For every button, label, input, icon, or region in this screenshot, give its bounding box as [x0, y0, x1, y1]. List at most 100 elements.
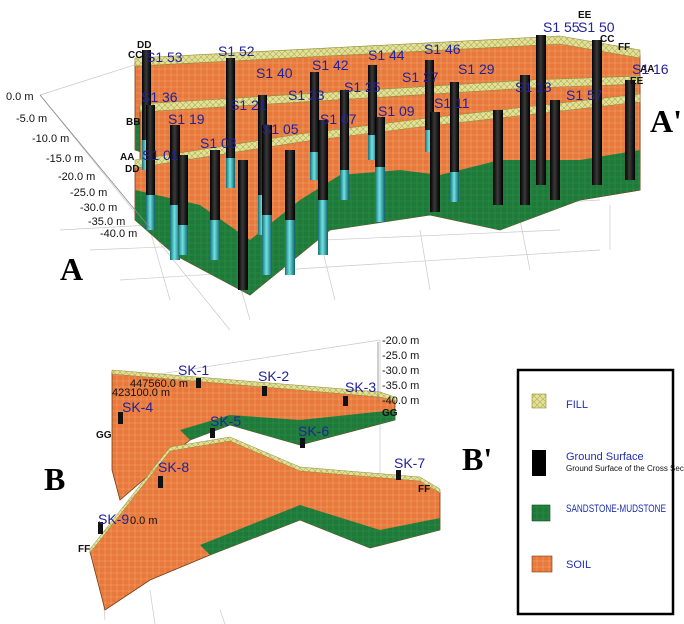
legend-sublabel: Ground Surface of the Cross Section: [566, 464, 684, 473]
borehole-labels-b: SK-1 SK-2 SK-3 SK-4 SK-5 SK-6 SK-7 SK-8 …: [98, 362, 425, 527]
borehole-cylinder: [368, 65, 377, 160]
depth-tick: -10.0 m: [32, 133, 69, 145]
borehole-stub: [300, 438, 305, 448]
borehole-cylinder: [318, 120, 328, 255]
borehole-cylinder: [226, 58, 235, 188]
section-aa-rock: [135, 150, 640, 295]
depth-tick: 0.0 m: [6, 91, 34, 103]
borehole-cylinder: [285, 150, 295, 275]
section-mark: DD: [137, 40, 151, 51]
borehole-cylinder: [520, 75, 530, 205]
borehole-stub: [196, 378, 201, 388]
borehole-cylinder: [536, 35, 546, 185]
depth-scale-b: -20.0 m -25.0 m -30.0 m -35.0 m -40.0 m: [377, 335, 419, 407]
section-mark: FF: [418, 484, 430, 495]
borehole-label: S1 50: [578, 19, 615, 35]
section-mark: EE: [630, 76, 644, 87]
panel-b-letter: B: [44, 461, 65, 497]
borehole-cylinder: [425, 60, 434, 152]
borehole-cylinder: [450, 82, 459, 202]
borehole-stub: [118, 412, 123, 424]
borehole-label: S1 44: [368, 47, 405, 63]
section-mark: AA: [120, 152, 134, 163]
panel-a-prime-letter: A': [650, 103, 682, 139]
borehole-label: SK-6: [298, 423, 329, 439]
borehole-label: S1 16: [632, 61, 669, 77]
borehole-label: S1 11: [434, 95, 470, 111]
borehole-label: SK-3: [345, 379, 376, 395]
borehole-label: SK-4: [122, 399, 153, 415]
borehole-label: S1 05: [262, 121, 299, 137]
section-mark: FF: [78, 544, 90, 555]
section-mark: BB: [126, 117, 140, 128]
borehole-label: S1 23: [288, 87, 325, 103]
borehole-stub: [98, 522, 103, 534]
legend-box: [516, 368, 675, 616]
borehole-label: S1 07: [320, 111, 357, 127]
depth-tick: -25.0 m: [70, 187, 107, 199]
depth-tick: -35.0 m: [382, 380, 419, 392]
borehole-cylinder: [340, 90, 349, 200]
sandstone-swatch: [531, 504, 551, 522]
borehole-stub: [396, 470, 401, 480]
borehole-stub: [158, 476, 163, 488]
borehole-label: S1 40: [256, 65, 293, 81]
borehole-labels-a: S1 53 S1 52 S1 40 S1 42 S1 44 S1 46 S1 5…: [141, 19, 669, 163]
borehole-cylinder: [625, 80, 635, 180]
legend-label: SOIL: [566, 559, 591, 571]
borehole-cylinder: [493, 110, 503, 205]
borehole-label: S1 19: [168, 111, 205, 127]
panel-a-letter: A: [60, 251, 83, 287]
borehole-label: S1 36: [141, 89, 178, 105]
section-mark: GG: [382, 408, 398, 419]
borehole-label: S1 13: [515, 79, 552, 95]
depth-tick: -25.0 m: [382, 350, 419, 362]
boreholes-b: [98, 378, 401, 534]
depth-tick: -30.0 m: [382, 365, 419, 377]
section-gg-fill: [111, 369, 396, 402]
borehole-label: SK-1: [178, 362, 209, 378]
depth-tick: -20.0 m: [58, 171, 95, 183]
borehole-label: SK-8: [158, 459, 189, 475]
panel-b: -20.0 m -25.0 m -30.0 m -35.0 m -40.0 m …: [44, 335, 492, 624]
borehole-cylinder: [550, 100, 560, 200]
panel-b-prime-letter: B': [462, 441, 492, 477]
borehole-label: S1 01: [142, 147, 179, 163]
depth-tick: -20.0 m: [382, 335, 419, 347]
boreholes-a: [142, 35, 635, 290]
section-ff-rock: [200, 505, 440, 555]
borehole-cylinder: [592, 40, 602, 185]
depth-tick: -5.0 m: [16, 113, 47, 125]
borehole-cylinder: [146, 105, 155, 230]
borehole-label: S1 29: [458, 61, 495, 77]
borehole-label: S1 03: [200, 135, 237, 151]
borehole-label: S1 53: [146, 49, 183, 65]
panel-a: 0.0 m -5.0 m -10.0 m -15.0 m -20.0 m -25…: [6, 10, 682, 331]
borehole-label: S1 52: [218, 43, 255, 59]
ground-surface-swatch: [532, 450, 546, 476]
section-mark: EE: [578, 10, 592, 21]
depth-scale-a: 0.0 m -5.0 m -10.0 m -15.0 m -20.0 m -25…: [6, 91, 151, 240]
borehole-cylinder: [430, 112, 440, 212]
legend-label: SANDSTONE-MUDSTONE: [566, 503, 666, 515]
borehole-cylinder: [310, 72, 319, 180]
coordinate-label: 0.0 m: [130, 515, 158, 527]
borehole-cylinder: [238, 160, 248, 290]
legend: FILL Ground Surface Ground Surface of th…: [516, 368, 684, 616]
borehole-label: SK-5: [210, 413, 241, 429]
borehole-label: SK-7: [394, 455, 425, 471]
borehole-stub: [210, 428, 215, 438]
depth-tick: -40.0 m: [100, 228, 137, 240]
borehole-label: S1 55: [543, 19, 580, 35]
borehole-label: SK-9: [98, 511, 129, 527]
section-mark: CC: [600, 34, 614, 45]
depth-tick: -40.0 m: [382, 395, 419, 407]
borehole-label: S1 25: [344, 79, 381, 95]
borehole-label: S1 42: [312, 57, 349, 73]
section-ff-fill: [89, 436, 441, 554]
section-mark: AA: [640, 64, 654, 75]
borehole-cylinder: [262, 125, 272, 275]
depth-tick: -35.0 m: [88, 216, 125, 228]
borehole-label: S1 27: [402, 69, 439, 85]
